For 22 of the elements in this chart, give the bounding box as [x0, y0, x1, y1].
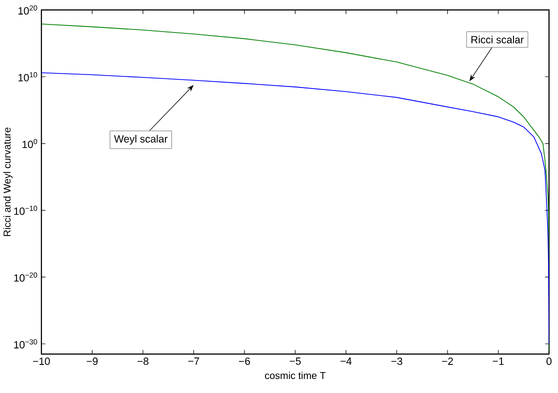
x-tick-label: −9: [86, 358, 98, 365]
x-tick-label: −1: [492, 358, 504, 365]
x-tick-label: 0: [546, 358, 552, 365]
x-axis-title: cosmic time T: [265, 372, 326, 380]
x-tick-label: −5: [290, 358, 301, 365]
annotation: Weyl scalar: [114, 134, 168, 145]
line-series: [41, 72, 550, 344]
x-tick-label: −8: [138, 358, 148, 365]
annotation: Ricci scalar: [471, 36, 524, 44]
y-tick-label: 10$^{0}$: [22, 138, 38, 148]
y-tick-label: 10$^{−30}$: [14, 339, 38, 348]
x-tick-label: −6: [239, 358, 250, 365]
y-tick-label: 10$^{20}$: [18, 5, 38, 15]
x-tick-label: −10: [33, 358, 50, 365]
x-tick-label: −7: [188, 358, 200, 365]
y-tick-label: 10$^{−10}$: [14, 206, 38, 215]
x-tick-label: −3: [391, 358, 402, 365]
y-axis-title: Ricci and Weyl curvature: [3, 128, 13, 236]
y-tick-label: 10$^{−20}$: [14, 272, 38, 282]
y-tick-label: 10$^{10}$: [18, 72, 38, 82]
x-tick-label: −2: [442, 358, 453, 365]
x-tick-label: −4: [340, 358, 352, 365]
